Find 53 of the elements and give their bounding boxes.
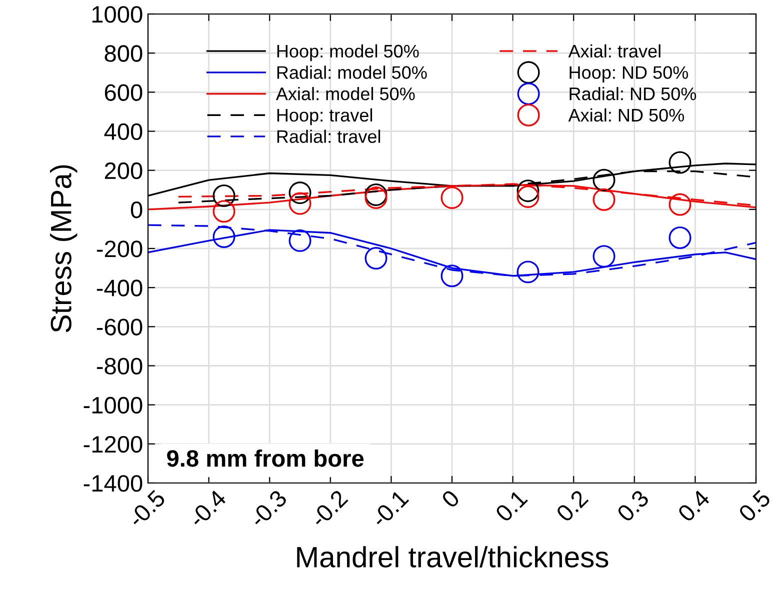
y-tick-label: 0 xyxy=(130,201,142,218)
legend-label: Hoop: travel xyxy=(277,108,372,126)
x-tick-label: 0.4 xyxy=(676,488,711,523)
x-tick-label: -0.2 xyxy=(309,489,348,528)
legend-label: Radial: model 50% xyxy=(277,66,427,79)
point xyxy=(288,229,312,252)
x-tick-label: 0.3 xyxy=(616,489,650,523)
legend-label: Hoop: model 50% xyxy=(277,44,419,62)
x-tick-label: -0.4 xyxy=(188,488,228,528)
y-tick-label: 800 xyxy=(104,45,142,62)
point xyxy=(288,182,312,204)
point xyxy=(516,185,540,208)
y-tick-label: -1200 xyxy=(84,436,142,453)
y-tick-label: -600 xyxy=(96,318,142,336)
legend-label: Axial: model 50% xyxy=(276,87,415,100)
y-axis-title: Stress (MPa) xyxy=(50,165,78,332)
x-axis-title: Mandrel travel/thickness xyxy=(297,546,608,568)
point xyxy=(516,180,540,202)
point xyxy=(440,264,464,288)
y-tick-label: 600 xyxy=(104,84,142,101)
legend-label: Axial: travel xyxy=(568,44,660,58)
legend-label: Radial: ND 50% xyxy=(570,87,696,100)
point xyxy=(364,247,388,270)
x-tick-label: 0.5 xyxy=(738,489,772,523)
point xyxy=(212,200,236,223)
point xyxy=(440,186,464,209)
x-tick-label: 0.1 xyxy=(494,489,528,523)
point xyxy=(516,260,540,284)
legend-label: Hoop: ND 50% xyxy=(570,66,688,82)
y-tick-label: -1400 xyxy=(84,475,142,492)
point xyxy=(592,245,616,268)
y-tick-label: 400 xyxy=(104,123,142,140)
y-tick-label: -1000 xyxy=(84,396,142,414)
point xyxy=(592,168,616,192)
x-tick-label: 0.2 xyxy=(555,489,589,523)
legend-label: Radial: travel xyxy=(277,130,380,143)
x-tick-label: -0.3 xyxy=(248,489,288,528)
point xyxy=(668,151,692,174)
y-tick-label: -800 xyxy=(96,358,142,375)
annotation: 9.8 mm from bore xyxy=(167,449,364,467)
point xyxy=(288,192,312,215)
point xyxy=(668,226,692,250)
y-tick-label: -400 xyxy=(96,280,142,296)
x-tick-label: 0 xyxy=(440,488,460,509)
x-tick-label: -0.1 xyxy=(370,489,410,528)
point xyxy=(592,188,616,211)
y-tick-label: -200 xyxy=(96,240,142,258)
y-tick-label: 1000 xyxy=(92,6,142,23)
point xyxy=(212,184,236,207)
point xyxy=(668,193,692,216)
legend-label: Axial: ND 50% xyxy=(568,108,684,122)
point xyxy=(212,226,236,248)
y-tick-label: 200 xyxy=(104,162,142,180)
